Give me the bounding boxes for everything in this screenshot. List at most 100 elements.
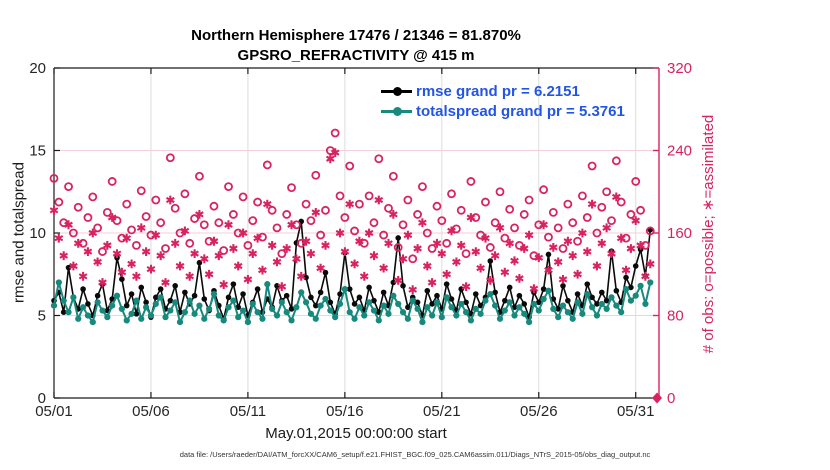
assimilated-marker [272, 257, 282, 267]
rmse-marker [463, 299, 469, 306]
assimilated-marker [340, 247, 350, 256]
rmse-marker [366, 284, 372, 291]
totalspread-marker [152, 300, 159, 308]
possible-marker [107, 177, 117, 186]
rmse-marker [414, 299, 421, 306]
assimilated-marker [359, 271, 369, 281]
x-tick-label: 05/01 [35, 403, 73, 420]
y-right-tick-label: 80 [667, 308, 684, 325]
totalspread-marker [608, 294, 615, 301]
totalspread-marker [123, 317, 130, 324]
possible-marker [427, 244, 437, 253]
possible-marker [388, 171, 398, 181]
totalspread-marker [293, 304, 300, 311]
totalspread-marker [516, 304, 523, 311]
possible-marker [175, 228, 185, 238]
possible-marker [214, 218, 224, 228]
possible-marker [49, 173, 59, 183]
assimilated-marker [287, 220, 296, 230]
totalspread-marker [143, 304, 150, 311]
totalspread-marker [94, 299, 101, 306]
possible-marker [592, 228, 602, 238]
assimilated-marker [165, 195, 175, 205]
possible-marker [544, 232, 553, 242]
totalspread-marker [496, 315, 504, 322]
rmse-marker [516, 292, 523, 299]
rmse-marker [434, 292, 440, 299]
rmse-marker [157, 286, 164, 292]
assimilated-marker [553, 257, 563, 267]
possible-marker [616, 197, 626, 207]
totalspread-marker [579, 310, 586, 317]
rmse-marker [191, 292, 198, 299]
assimilated-marker [54, 233, 64, 243]
rmse-marker [235, 304, 242, 311]
possible-marker [161, 244, 170, 253]
possible-marker [456, 205, 466, 215]
possible-marker [122, 199, 132, 209]
rmse-marker [351, 301, 358, 307]
assimilated-marker [132, 271, 141, 281]
y-left-tick-label: 0 [38, 390, 46, 407]
assimilated-marker [316, 263, 325, 273]
totalspread-marker [395, 300, 402, 308]
possible-marker [132, 240, 141, 250]
rmse-marker [85, 301, 91, 307]
rmse-marker [405, 304, 411, 311]
totalspread-marker [225, 304, 232, 311]
possible-marker [476, 230, 486, 240]
possible-marker [587, 161, 597, 171]
rmse-marker [337, 291, 343, 297]
assimilated-marker [587, 199, 597, 209]
assimilated-marker [626, 244, 636, 253]
assimilated-marker [199, 254, 209, 264]
totalspread-marker [559, 302, 567, 309]
totalspread-marker [433, 299, 441, 306]
totalspread-marker [409, 297, 416, 304]
possible-marker [355, 199, 364, 209]
totalspread-marker [50, 302, 58, 309]
possible-marker [451, 224, 461, 234]
totalspread-marker [525, 319, 533, 326]
totalspread-marker [138, 315, 145, 322]
possible-marker [316, 230, 326, 240]
possible-marker [98, 247, 107, 256]
rmse-marker [225, 294, 232, 301]
y-left-tick-label: 10 [29, 225, 46, 242]
y-left-tick-label: 5 [38, 308, 46, 325]
possible-marker [151, 195, 161, 205]
assimilated-marker [69, 261, 78, 271]
totalspread-marker [307, 310, 315, 317]
totalspread-marker [458, 300, 465, 308]
assimilated-marker [422, 261, 432, 271]
assimilated-marker [107, 213, 117, 222]
rmse-marker [240, 291, 246, 297]
possible-marker [267, 205, 277, 215]
possible-marker [597, 202, 607, 212]
assimilated-marker [563, 236, 573, 246]
rmse-marker [545, 251, 552, 258]
possible-marker [156, 218, 166, 228]
assimilated-marker [122, 233, 132, 243]
totalspread-marker [264, 281, 271, 288]
totalspread-marker [618, 309, 625, 316]
assimilated-marker [481, 233, 490, 243]
totalspread-marker [511, 312, 518, 319]
possible-marker [180, 189, 190, 199]
y-right-tick-label: 240 [667, 143, 692, 160]
x-tick-label: 05/11 [230, 403, 266, 420]
x-tick-label: 05/06 [132, 403, 170, 420]
possible-marker [335, 191, 345, 201]
possible-marker [340, 213, 350, 222]
assimilated-marker [141, 247, 151, 256]
possible-marker [243, 240, 253, 250]
assimilated-marker [607, 249, 616, 258]
possible-marker [185, 238, 195, 248]
totalspread-marker [215, 312, 222, 319]
totalspread-marker [65, 309, 72, 316]
assimilated-marker [631, 216, 641, 225]
totalspread-marker [109, 302, 116, 309]
totalspread-marker [361, 312, 368, 319]
assimilated-marker [306, 249, 316, 258]
x-tick-label: 05/16 [326, 403, 364, 420]
